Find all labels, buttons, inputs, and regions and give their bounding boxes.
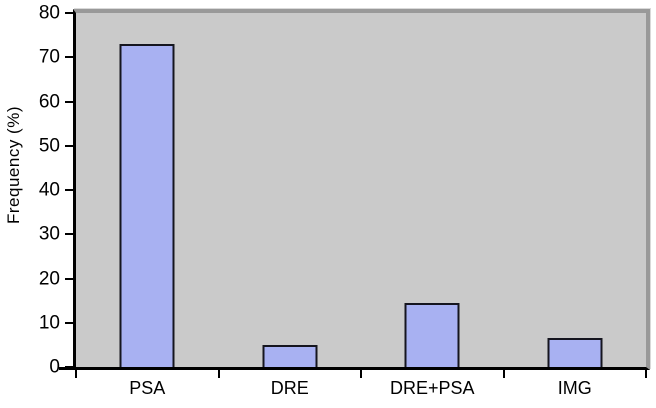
- y-tick-label: 50: [38, 135, 60, 157]
- y-tick-mark: [65, 277, 73, 280]
- y-tick-mark: [65, 100, 73, 103]
- x-tick-mark: [360, 370, 362, 378]
- x-category-label: PSA: [129, 378, 166, 398]
- y-tick-label: 30: [38, 223, 60, 245]
- bar-psa: [119, 43, 175, 367]
- y-tick-mark: [65, 12, 73, 14]
- bar-dre-psa: [404, 302, 460, 367]
- y-tick-label: 80: [38, 2, 60, 24]
- x-category-label: DRE+PSA: [389, 378, 475, 398]
- x-tick-mark: [502, 370, 505, 378]
- y-tick-label: 10: [38, 312, 60, 334]
- x-category-label: IMG: [557, 378, 592, 398]
- y-tick-mark: [65, 189, 73, 191]
- y-tick-mark: [65, 144, 73, 147]
- x-category-label: DRE: [270, 378, 309, 398]
- y-tick-label: 0: [49, 356, 60, 378]
- bars-layer: [76, 13, 646, 367]
- x-axis-extension: [59, 367, 76, 370]
- y-tick-mark: [65, 56, 73, 59]
- x-tick-mark: [217, 370, 220, 378]
- bar-img: [547, 338, 603, 367]
- y-tick-label: 60: [38, 91, 60, 112]
- y-tick-mark: [65, 321, 73, 324]
- y-tick-label: 70: [38, 46, 60, 68]
- y-tick-label: 40: [38, 179, 60, 201]
- x-tick-mark: [75, 370, 77, 378]
- x-tick-mark: [645, 370, 647, 378]
- y-axis: 0 10 20 30 40 50 60 70 80: [39, 4, 646, 377]
- bar-dre: [262, 344, 318, 367]
- y-tick-label: 20: [38, 268, 60, 289]
- y-tick-mark: [65, 233, 73, 236]
- plot-area: 0 10 20 30 40 50 60 70 80 PSA DRE DRE+PSA IMG: [39, 4, 650, 398]
- y-axis-title: Frequency (%): [4, 106, 23, 224]
- x-axis: PSA DRE DRE+PSA IMG: [75, 13, 647, 398]
